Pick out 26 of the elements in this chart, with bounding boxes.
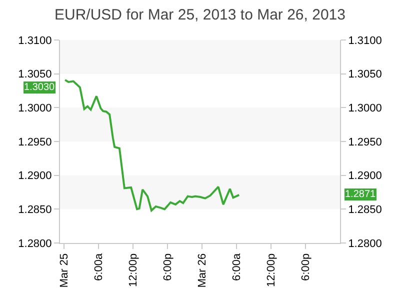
x-tick-label: 6:00p <box>162 253 174 281</box>
x-tick-label: 6:00a <box>231 252 244 281</box>
x-tick-label: 6:00p <box>300 253 312 281</box>
x-tick-label: 12:00p <box>127 253 140 288</box>
y-tick-label: 1.3050 <box>18 68 52 81</box>
y2-tick-label: 1.3000 <box>348 102 382 115</box>
y2-tick-label: 1.2850 <box>348 204 382 216</box>
y-tick-label: 1.2850 <box>18 204 52 216</box>
x-tick-label: Mar 25 <box>58 253 70 288</box>
x-tick-label: 6:00a <box>92 252 105 281</box>
chart-title: EUR/USD for Mar 25, 2013 to Mar 26, 2013 <box>54 6 346 24</box>
y2-tick-label: 1.3050 <box>348 68 382 81</box>
y-tick-label: 1.3100 <box>18 34 52 47</box>
y-tick-label: 1.2950 <box>18 136 52 148</box>
y2-tick-label: 1.3100 <box>348 34 382 47</box>
x-tick-label: 12:00p <box>266 253 278 288</box>
y2-tick-label: 1.2900 <box>348 170 382 182</box>
y-tick-label: 1.2900 <box>18 170 52 182</box>
line-series <box>64 78 240 212</box>
y-tick-label: 1.2800 <box>18 238 52 250</box>
text: 1.2871 <box>345 189 376 200</box>
x-tick-label: Mar 26 <box>196 253 208 288</box>
y-tick-label: 1.3000 <box>18 102 52 115</box>
text: 1.3030 <box>24 82 56 93</box>
y2-tick-label: 1.2800 <box>348 238 382 250</box>
y2-tick-label: 1.2950 <box>348 136 382 148</box>
